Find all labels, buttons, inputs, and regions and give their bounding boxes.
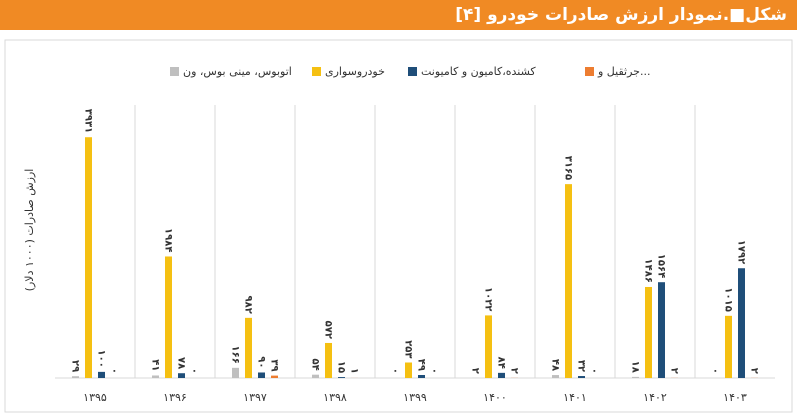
value-label: ۱۵۶۴: [656, 254, 667, 278]
x-tick-label: ۱۴۰۲: [643, 391, 667, 404]
bar: [338, 377, 345, 378]
bar: [498, 372, 505, 378]
value-label: ۰: [109, 368, 120, 374]
bar: [645, 286, 652, 378]
value-label: ۱۸: [630, 361, 641, 373]
bar: [325, 342, 332, 378]
bar: [152, 375, 159, 378]
bar: [485, 315, 492, 378]
bar: [658, 282, 665, 378]
bar: [578, 376, 585, 378]
value-label: ۲۵۳: [403, 340, 414, 358]
legend-marker: [170, 67, 179, 76]
bar: [552, 375, 559, 378]
chart-title: شکل■.نمودار ارزش صادرات خودرو [۴]: [0, 0, 797, 30]
value-label: ۷۸: [176, 357, 187, 369]
value-label: ۲: [509, 368, 520, 374]
value-label: ۱۷۹۲: [736, 240, 747, 264]
value-label: ۹۸۲: [243, 296, 254, 314]
legend-label: خودروسواری: [325, 65, 385, 78]
bar: [418, 374, 425, 378]
x-tick-label: ۱۳۹۸: [323, 391, 347, 404]
legend-label: جرثقیل و...: [597, 65, 650, 78]
value-label: ۹۰: [256, 356, 267, 368]
value-label: ۰: [429, 368, 440, 374]
value-label: ۱۰۱۵: [723, 287, 734, 311]
bar: [232, 367, 239, 378]
bar: [245, 317, 252, 378]
value-label: ۱۹۸۴: [163, 228, 174, 252]
value-label: ۰: [710, 368, 721, 374]
value-label: ۳۲: [576, 360, 587, 372]
value-label: ۱۶۶: [230, 346, 241, 364]
value-label: ۴۹: [416, 359, 427, 371]
bar: [258, 372, 265, 378]
bar: [312, 374, 319, 378]
legend-marker: [312, 67, 321, 76]
value-label: ۱: [349, 368, 360, 374]
value-label: ۱۵: [336, 361, 347, 373]
legend-label: کشنده،کامیون و کامیونت: [421, 65, 536, 78]
legend-marker: [585, 67, 594, 76]
value-label: ۳۹۳۱: [83, 109, 94, 133]
value-label: ۱۰۰: [96, 350, 107, 368]
x-tick-label: ۱۴۰۱: [563, 391, 587, 404]
x-tick-label: ۱۳۹۷: [243, 391, 267, 404]
value-label: ۲۹: [70, 360, 81, 372]
bar: [738, 268, 745, 378]
value-label: ۰: [189, 368, 200, 374]
value-label: ۲: [669, 368, 680, 374]
value-label: ۵۷۲: [323, 321, 334, 339]
bar: [725, 315, 732, 378]
legend-marker: [408, 67, 417, 76]
value-label: ۴۸: [550, 359, 561, 371]
value-label: ۳۹: [269, 359, 280, 371]
value-label: ۲: [470, 368, 481, 374]
x-tick-label: ۱۳۹۶: [163, 391, 187, 404]
bar: [165, 256, 172, 378]
value-label: ۰: [390, 368, 401, 374]
x-tick-label: ۱۴۰۳: [723, 391, 747, 404]
x-tick-label: ۱۳۹۵: [83, 391, 107, 404]
value-label: ۱۰۲۲: [483, 287, 494, 311]
legend-label: اتوبوس، مینی بوس، ون: [183, 65, 292, 78]
bar: [85, 137, 92, 378]
y-axis-label: ارزش صادرات (۱۰۰۰ دلار): [23, 169, 36, 292]
x-tick-label: ۱۳۹۹: [403, 391, 427, 404]
bar: [565, 184, 572, 378]
bar: [405, 362, 412, 378]
x-tick-label: ۱۴۰۰: [483, 391, 507, 404]
bar: [72, 376, 79, 378]
value-label: ۱۴۸۶: [643, 259, 654, 283]
value-label: ۵۴: [310, 358, 321, 370]
value-label: ۰: [589, 368, 600, 374]
bar: [98, 371, 105, 378]
chart-frame: [4, 39, 793, 413]
bar: [271, 375, 278, 378]
bar: [632, 376, 639, 378]
value-label: ۲: [749, 368, 760, 374]
value-label: ۸۴: [496, 357, 507, 369]
value-label: ۴۱: [150, 359, 161, 371]
value-label: ۳۱۶۵: [563, 156, 574, 180]
bar: [178, 373, 185, 378]
